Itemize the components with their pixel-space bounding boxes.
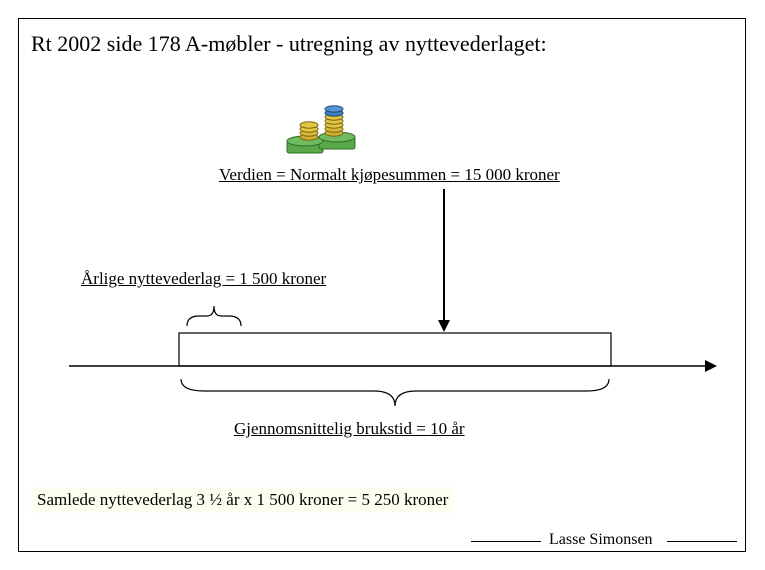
author-rule-right [667,541,737,542]
arrow-down-head [438,320,450,332]
axis-arrowhead [705,360,717,372]
timeline-diagram [49,184,729,414]
slide-frame: Rt 2002 side 178 A-møbler - utregning av… [18,18,746,552]
bottom-brace [181,379,609,406]
top-brace [187,306,241,326]
author-rule-left [471,541,541,542]
timeline-bar [179,333,611,366]
avg-usage-line: Gjennomsnittelig brukstid = 10 år [234,419,465,439]
value-line: Verdien = Normalt kjøpesummen = 15 000 k… [219,165,560,185]
summary-line: Samlede nyttevederlag 3 ½ år x 1 500 kro… [31,487,454,513]
slide-title: Rt 2002 side 178 A-møbler - utregning av… [31,31,547,57]
author-name: Lasse Simonsen [549,531,653,549]
money-icon [279,99,369,159]
